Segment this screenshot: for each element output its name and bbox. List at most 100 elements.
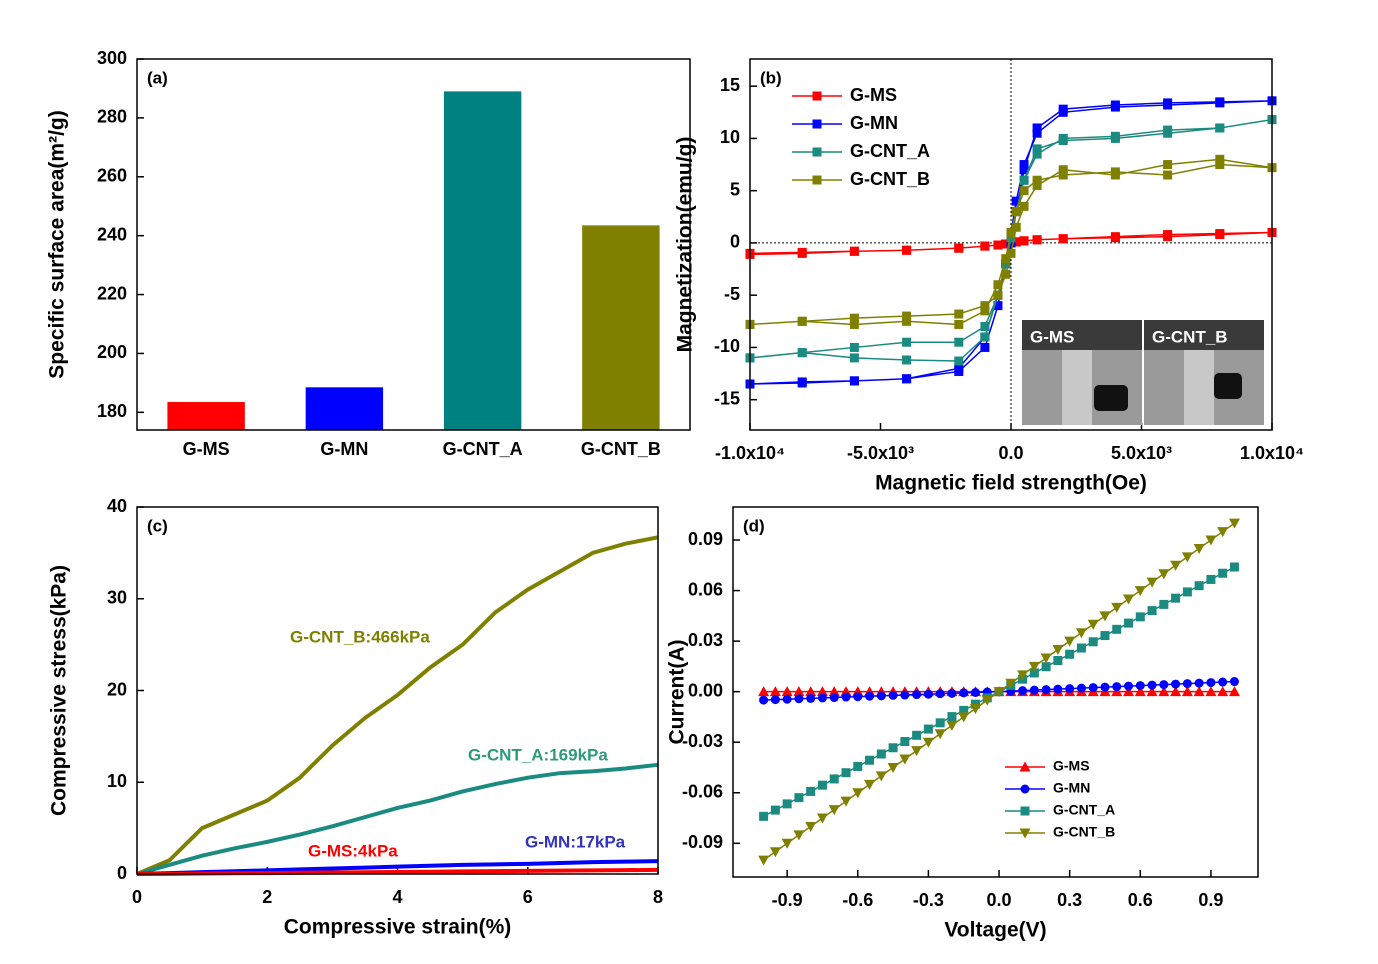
marker xyxy=(1001,254,1011,264)
marker xyxy=(1171,679,1181,689)
marker xyxy=(758,686,770,697)
marker xyxy=(1218,677,1228,687)
marker xyxy=(1028,661,1040,672)
marker xyxy=(759,811,769,821)
marker xyxy=(1006,248,1016,258)
marker xyxy=(876,749,886,759)
legend-label: G-CNT_A xyxy=(850,141,930,161)
marker xyxy=(1181,552,1193,563)
marker xyxy=(1029,668,1039,678)
marker xyxy=(993,301,1003,311)
marker xyxy=(1146,686,1158,697)
y-tick-label: 20 xyxy=(107,679,127,699)
marker xyxy=(1112,624,1122,634)
x-tick-label: 0.0 xyxy=(998,443,1023,463)
marker xyxy=(1218,568,1228,578)
marker xyxy=(797,378,807,388)
x-tick-label: G-MN xyxy=(320,439,368,459)
legend-marker xyxy=(812,175,822,185)
x-tick-label: 5.0x10³ xyxy=(1111,443,1172,463)
y-tick-label: 0.09 xyxy=(688,529,723,549)
marker xyxy=(1058,170,1068,180)
marker xyxy=(1041,685,1051,695)
marker xyxy=(1111,602,1123,613)
marker xyxy=(902,316,912,326)
legend-marker xyxy=(812,119,822,129)
bar xyxy=(305,387,384,430)
marker xyxy=(1215,229,1225,239)
x-tick-label: G-CNT_A xyxy=(443,439,523,459)
marker xyxy=(911,746,923,757)
marker xyxy=(817,780,827,790)
inset-label: G-CNT_B xyxy=(1152,327,1228,346)
marker xyxy=(1205,535,1217,546)
marker xyxy=(759,695,769,705)
marker xyxy=(852,788,864,799)
annotation: G-MS:4kPa xyxy=(308,841,398,860)
marker xyxy=(1100,682,1110,692)
marker xyxy=(954,337,964,347)
marker xyxy=(1076,643,1086,653)
marker xyxy=(958,712,970,723)
marker xyxy=(902,374,912,384)
marker xyxy=(902,245,912,255)
marker xyxy=(1163,100,1173,110)
legend-label: G-MN xyxy=(1053,780,1090,796)
marker xyxy=(902,311,912,321)
marker xyxy=(1032,180,1042,190)
marker xyxy=(1147,606,1157,616)
marker xyxy=(887,762,899,773)
legend-label: G-MS xyxy=(850,85,897,105)
marker xyxy=(1110,232,1120,242)
inset-photo-dark xyxy=(1144,320,1264,350)
marker xyxy=(797,348,807,358)
marker xyxy=(954,309,964,319)
marker xyxy=(1147,680,1157,690)
x-tick-label: -1.0x10⁴ xyxy=(715,443,785,463)
marker xyxy=(1215,98,1225,108)
marker xyxy=(888,743,898,753)
marker xyxy=(1111,686,1123,697)
marker xyxy=(1170,560,1182,571)
y-tick-label: 30 xyxy=(107,588,127,608)
y-tick-label: 200 xyxy=(97,342,127,362)
marker xyxy=(1032,144,1042,154)
series-line xyxy=(136,535,659,876)
marker xyxy=(1032,128,1042,138)
x-tick-label: -0.3 xyxy=(913,890,944,910)
marker xyxy=(1053,655,1063,665)
x-tick-label: 1.0x10⁴ xyxy=(1240,443,1304,463)
marker xyxy=(1194,678,1204,688)
marker xyxy=(922,737,934,748)
marker xyxy=(1075,628,1087,639)
x-tick-label: 4 xyxy=(392,887,402,907)
marker xyxy=(947,712,957,722)
marker xyxy=(875,771,887,782)
marker xyxy=(923,724,933,734)
marker xyxy=(993,687,1005,698)
x-axis-label: Voltage(V) xyxy=(944,919,1046,942)
y-axis-label: Magnetization(emu/g) xyxy=(674,137,697,353)
marker xyxy=(1065,649,1075,659)
marker xyxy=(1019,186,1029,196)
y-tick-label: -0.03 xyxy=(682,731,723,751)
x-tick-label: G-CNT_B xyxy=(581,439,661,459)
marker xyxy=(934,729,946,740)
marker xyxy=(993,290,1003,300)
marker xyxy=(1001,239,1011,249)
marker xyxy=(1193,686,1205,697)
marker xyxy=(1032,175,1042,185)
marker xyxy=(1215,154,1225,164)
marker xyxy=(1053,684,1063,694)
marker xyxy=(1229,562,1239,572)
series-line xyxy=(136,762,659,876)
marker xyxy=(770,695,780,705)
marker xyxy=(1159,680,1169,690)
marker xyxy=(782,799,792,809)
marker xyxy=(769,686,781,697)
legend-label: G-CNT_B xyxy=(850,169,930,189)
marker xyxy=(805,686,817,697)
marker xyxy=(1064,636,1076,647)
sample xyxy=(1094,385,1128,411)
